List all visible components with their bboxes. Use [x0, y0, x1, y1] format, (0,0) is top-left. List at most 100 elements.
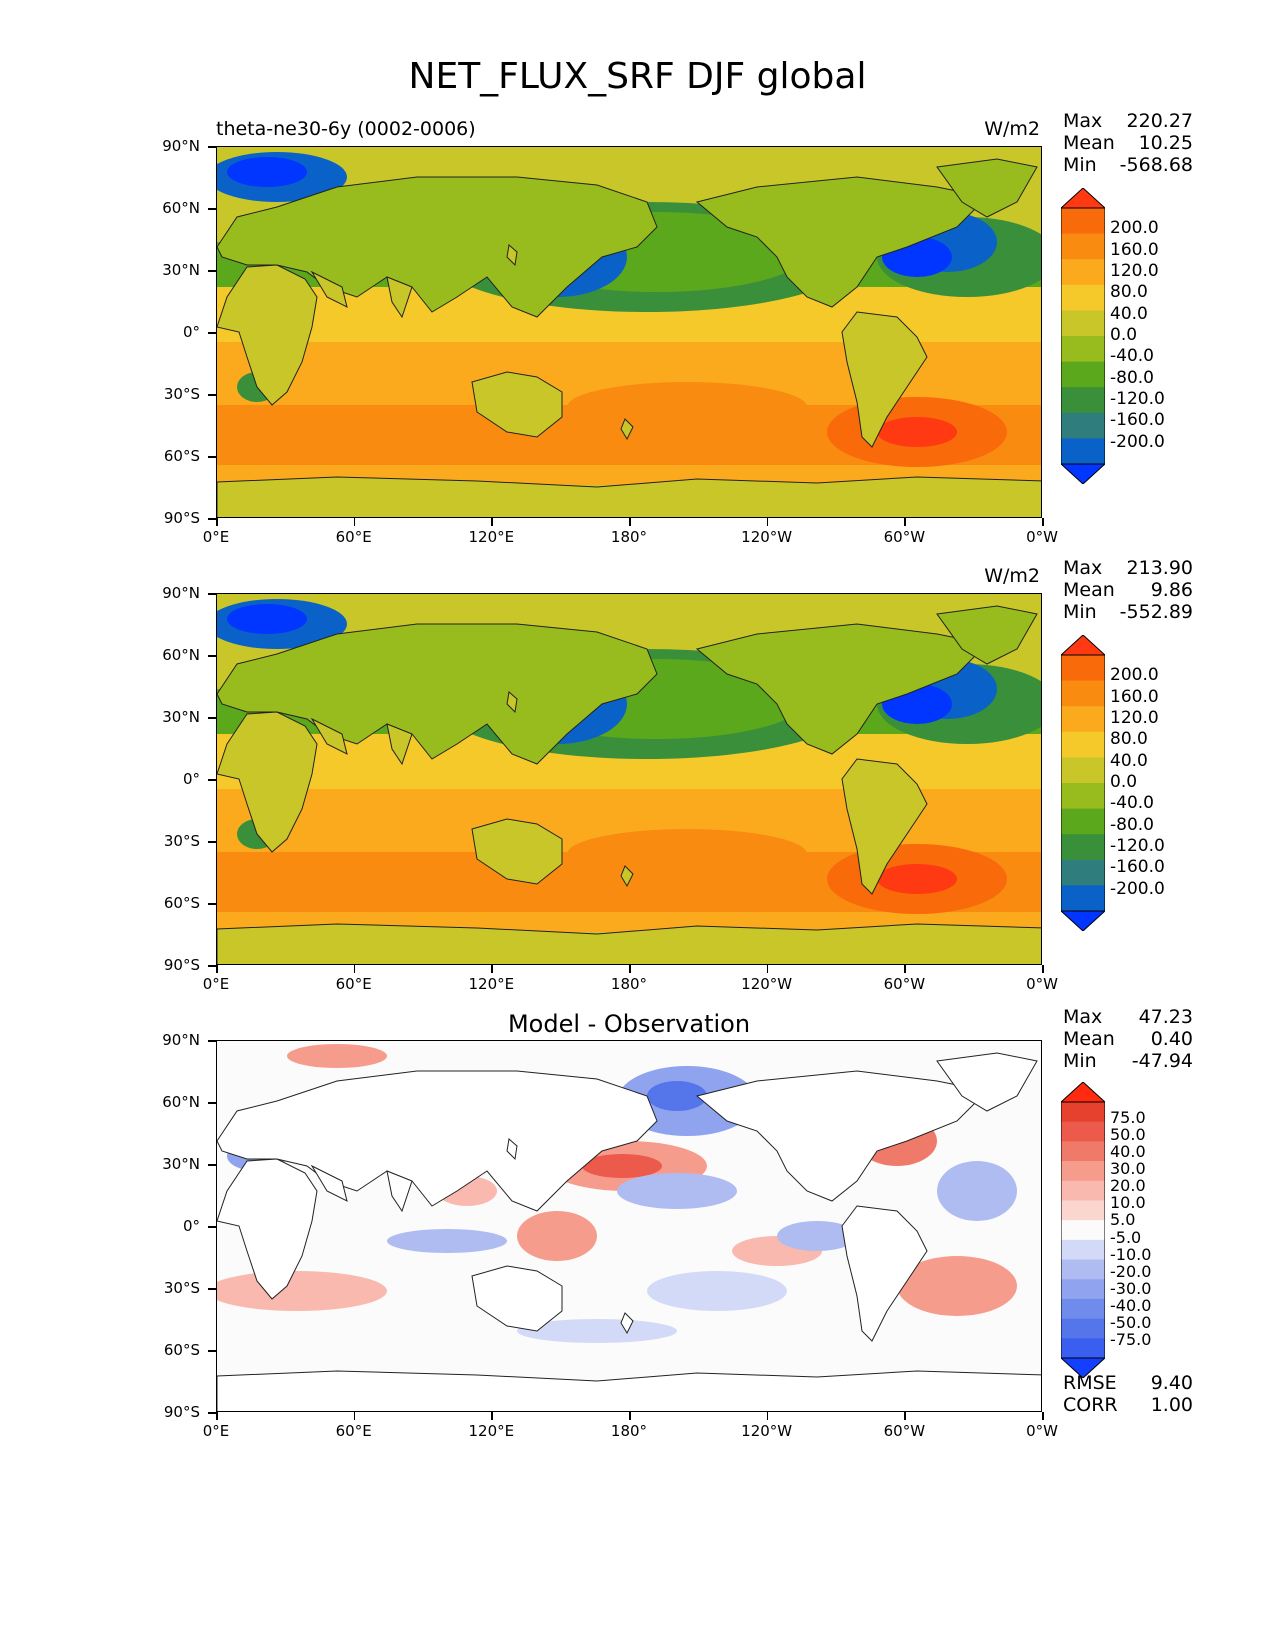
- map-plot: [216, 146, 1042, 518]
- stat-max-label: Max: [1063, 1006, 1103, 1028]
- contour-region: [877, 417, 957, 447]
- colorbar-segment: [1061, 284, 1105, 311]
- stat-max: Max 213.90: [1063, 557, 1193, 579]
- stat-corr-label: CORR: [1063, 1394, 1118, 1416]
- x-tick: [904, 965, 906, 973]
- continent-outline: [620, 1312, 634, 1335]
- y-tick-label: 60°N: [162, 1093, 200, 1111]
- x-tick: [353, 1412, 356, 1420]
- colorbar-label: -200.0: [1110, 431, 1165, 452]
- x-tick-label: 0°E: [202, 975, 230, 993]
- colorbar-label: -120.0: [1110, 389, 1165, 409]
- colorbar-label: -160.0: [1110, 857, 1165, 878]
- stat-rmse: RMSE 9.40: [1063, 1372, 1193, 1394]
- colorbar-label: 50.0: [1110, 1125, 1146, 1145]
- x-tick-label: 0°E: [202, 1422, 230, 1440]
- colorbar-label: -75.0: [1110, 1329, 1152, 1349]
- y-tick: [208, 655, 216, 657]
- continent-outline: [217, 1158, 318, 1300]
- stat-rmse-value: 9.40: [1150, 1372, 1193, 1394]
- colorbar-segment: [1061, 1279, 1105, 1300]
- colorbar-label: 120.0: [1110, 261, 1159, 281]
- stat-mean: Mean 0.40: [1063, 1028, 1193, 1050]
- panel-stats: Max 213.90 Mean 9.86 Min -552.89: [1063, 557, 1193, 623]
- contour-region: [517, 1211, 597, 1261]
- x-tick-label: 180°: [610, 528, 648, 546]
- colorbar-label: 160.0: [1110, 239, 1159, 260]
- contour-region: [387, 1229, 507, 1253]
- colorbar: [1059, 1081, 1107, 1379]
- contour-region: [647, 1271, 787, 1311]
- y-tick: [208, 270, 216, 272]
- colorbar-label: 5.0: [1110, 1210, 1136, 1230]
- continent-outline: [841, 1205, 928, 1342]
- colorbar-segment: [1061, 1318, 1105, 1339]
- x-tick: [629, 1412, 631, 1420]
- colorbar-segment: [1061, 208, 1105, 235]
- y-tick: [208, 456, 216, 458]
- colorbar-label: 10.0: [1110, 1193, 1146, 1213]
- contour-region: [567, 829, 807, 879]
- stat-max: Max 47.23: [1063, 1006, 1193, 1028]
- colorbar-wrap: [1059, 1081, 1107, 1379]
- stat-min-value: -568.68: [1119, 154, 1193, 176]
- panel-units: W/m2: [984, 118, 1040, 140]
- x-tick-label: 60°E: [335, 1422, 372, 1440]
- colorbar-segment: [1061, 783, 1105, 810]
- colorbar-label: 200.0: [1110, 665, 1159, 686]
- y-tick-label: 60°N: [162, 646, 200, 664]
- x-tick-label: 60°W: [883, 1422, 926, 1440]
- continent-outline: [506, 1138, 518, 1161]
- stat-min-label: Min: [1063, 1050, 1097, 1072]
- colorbar-label: 75.0: [1110, 1108, 1146, 1128]
- continent-outline: [217, 264, 318, 406]
- stat-max-value: 213.90: [1126, 557, 1193, 579]
- figure-title: NET_FLUX_SRF DJF global: [408, 56, 867, 97]
- panel-left-title: theta-ne30-6y (0002-0006): [216, 118, 476, 140]
- colorbar-label: -30.0: [1110, 1278, 1152, 1298]
- y-tick-label: 60°N: [162, 199, 200, 217]
- stat-max-label: Max: [1063, 557, 1103, 579]
- y-tick-label: 60°S: [163, 894, 200, 912]
- y-tick-label: 90°N: [162, 584, 200, 602]
- y-tick: [208, 208, 216, 210]
- colorbar-wrap: [1059, 187, 1107, 485]
- continent-outline: [386, 276, 413, 319]
- x-tick-label: 60°W: [883, 528, 926, 546]
- y-tick-label: 60°S: [163, 1341, 200, 1359]
- stat-mean-label: Mean: [1063, 1028, 1115, 1050]
- colorbar-label: 0.0: [1110, 325, 1138, 345]
- colorbar-label: -40.0: [1110, 346, 1154, 367]
- x-tick: [629, 965, 631, 973]
- colorbar-segment: [1061, 259, 1105, 286]
- colorbar-label: -20.0: [1110, 1261, 1152, 1281]
- colorbar-segment: [1061, 1180, 1105, 1201]
- x-tick-label: 0°W: [1026, 528, 1058, 546]
- colorbar: [1059, 187, 1107, 485]
- y-tick: [208, 1164, 216, 1166]
- y-tick-label: 60°S: [163, 447, 200, 465]
- colorbar-segment: [1061, 361, 1105, 388]
- y-tick: [208, 146, 216, 148]
- colorbar-label: 40.0: [1110, 750, 1148, 771]
- y-tick: [208, 779, 216, 781]
- colorbar-label: 160.0: [1110, 686, 1159, 707]
- colorbar-segment: [1061, 1298, 1105, 1320]
- x-tick: [491, 518, 493, 526]
- contour-region: [582, 1154, 662, 1178]
- y-tick-label: 30°N: [162, 261, 200, 279]
- x-tick: [491, 1412, 493, 1420]
- stat-min: Min -568.68: [1063, 154, 1193, 176]
- colorbar-extend-top: [1059, 1081, 1107, 1103]
- continent-outline: [471, 371, 563, 438]
- colorbar-label: 80.0: [1110, 282, 1148, 303]
- y-tick: [208, 965, 216, 967]
- continent-outline: [620, 865, 634, 888]
- x-tick: [216, 518, 218, 526]
- y-tick: [208, 1350, 216, 1352]
- stat-min-label: Min: [1063, 154, 1097, 176]
- x-tick: [353, 518, 356, 526]
- x-tick: [1042, 965, 1044, 973]
- colorbar-segment: [1061, 655, 1105, 682]
- y-tick-label: 0°: [182, 770, 200, 788]
